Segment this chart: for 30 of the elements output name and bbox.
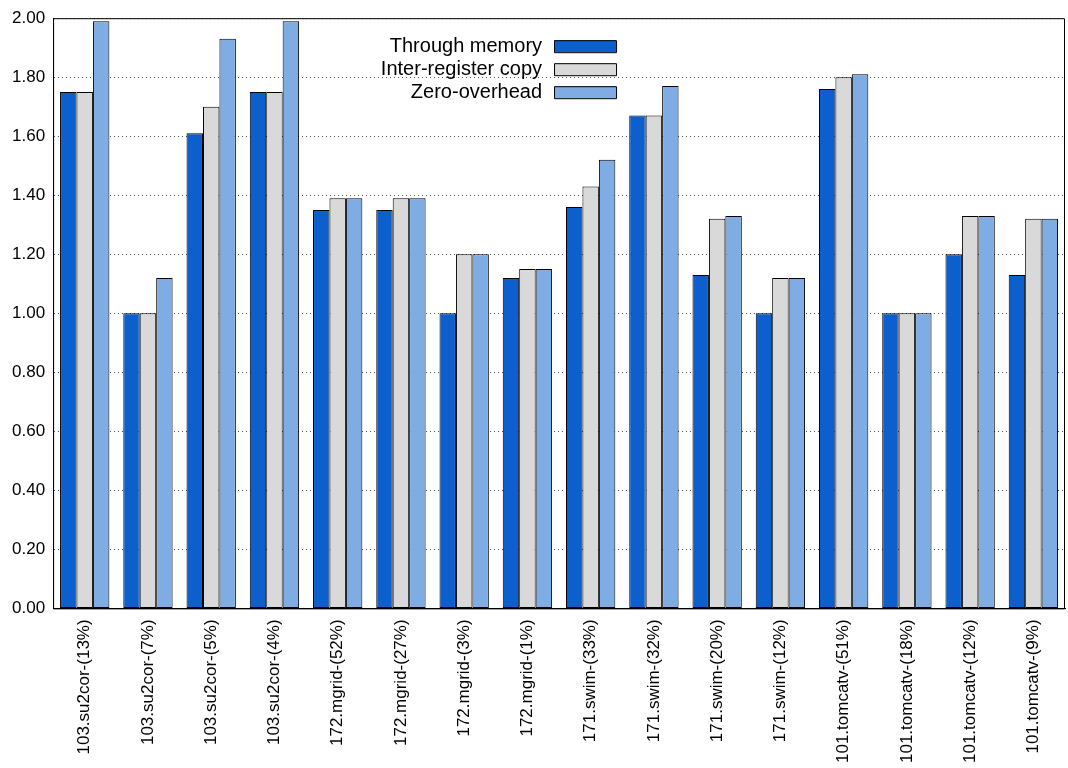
y-tick-label: 1.00 bbox=[11, 302, 46, 322]
x-tick-label: 103.su2cor-(5%) bbox=[200, 619, 220, 746]
x-tick-label: 171.swim-(20%) bbox=[706, 619, 726, 743]
x-tick-label: 171.swim-(12%) bbox=[770, 619, 790, 743]
y-tick-label: 1.80 bbox=[11, 66, 46, 86]
legend-label: Zero-overhead bbox=[410, 79, 543, 102]
x-tick-label: 101.tomcatv-(12%) bbox=[959, 619, 979, 764]
x-tick-label: 172.mgrid-(52%) bbox=[327, 619, 347, 746]
y-tick-label: 2.00 bbox=[11, 7, 46, 27]
x-tick-label: 103.su2cor-(4%) bbox=[264, 619, 284, 746]
y-tick-label: 0.40 bbox=[11, 480, 46, 500]
x-tick-label: 171.swim-(32%) bbox=[643, 619, 663, 743]
x-tick-label: 103.su2cor-(7%) bbox=[137, 619, 157, 746]
legend-label: Inter-register copy bbox=[380, 56, 543, 79]
y-tick-label: 0.20 bbox=[11, 539, 46, 559]
x-tick-label: 101.tomcatv-(9%) bbox=[1023, 619, 1043, 754]
x-tick-label: 172.mgrid-(3%) bbox=[453, 619, 473, 737]
x-tick-label: 101.tomcatv-(51%) bbox=[833, 619, 853, 764]
y-tick-label: 1.20 bbox=[11, 243, 46, 263]
x-tick-label: 103.su2cor-(13%) bbox=[74, 619, 94, 755]
y-tick-label: 1.60 bbox=[11, 125, 46, 145]
legend-label: Through memory bbox=[389, 33, 543, 56]
y-tick-label: 0.00 bbox=[11, 598, 46, 618]
y-tick-label: 1.40 bbox=[11, 184, 46, 204]
x-tick-label: 171.swim-(33%) bbox=[580, 619, 600, 743]
x-tick-label: 172.mgrid-(27%) bbox=[390, 619, 410, 746]
x-tick-label: 172.mgrid-(1%) bbox=[517, 619, 537, 737]
y-tick-label: 0.80 bbox=[11, 362, 46, 381]
x-tick-label: 101.tomcatv-(18%) bbox=[896, 619, 916, 764]
y-tick-label: 0.60 bbox=[11, 421, 46, 441]
